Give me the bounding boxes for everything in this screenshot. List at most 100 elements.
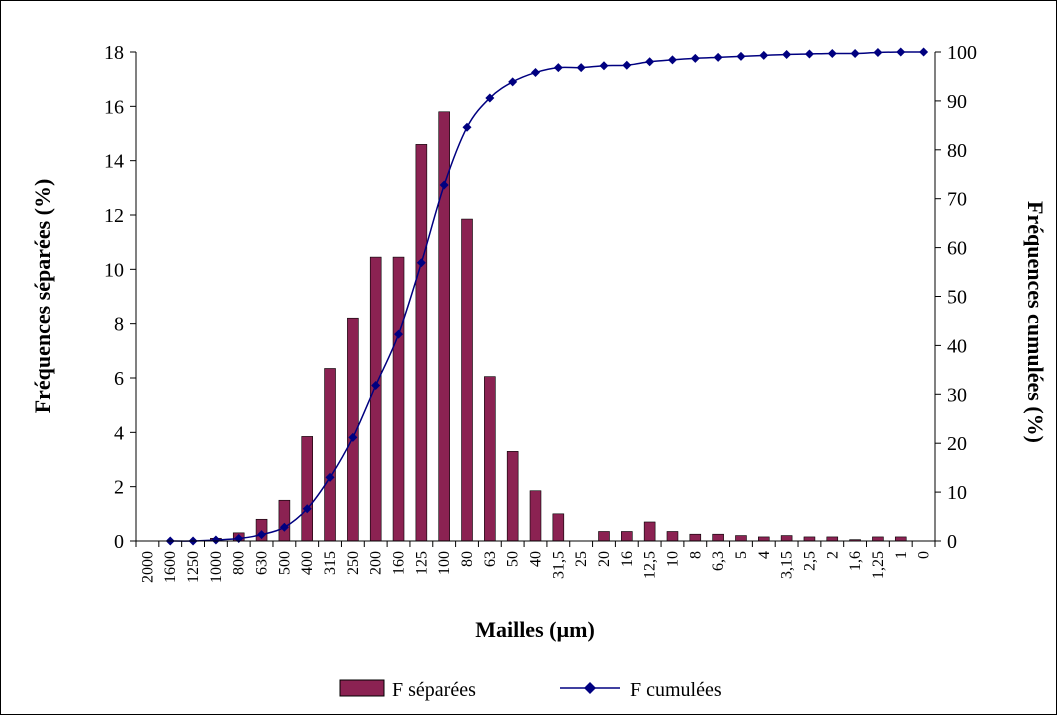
bar-13 xyxy=(438,111,450,542)
y-tick-label-8: 8 xyxy=(114,314,124,336)
bar-10 xyxy=(369,256,382,542)
x-tick-label-30: 2 xyxy=(824,551,841,559)
y2-tick-label-20: 20 xyxy=(947,433,967,455)
y-tick-label-14: 14 xyxy=(104,151,124,173)
bar-20 xyxy=(598,531,610,542)
y2-tick-label-30: 30 xyxy=(947,384,967,406)
cumulative-point-8 xyxy=(348,432,358,442)
cumulative-point-24 xyxy=(713,52,723,62)
y-axis-title: Fréquences séparées (%) xyxy=(30,179,55,414)
x-tick-label-9: 250 xyxy=(345,551,362,575)
cumulative-point-11 xyxy=(416,258,426,268)
bar-17 xyxy=(529,490,542,542)
x-tick-label-15: 63 xyxy=(482,551,499,567)
x-tick-label-14: 80 xyxy=(459,551,476,567)
y2-tick-label-90: 90 xyxy=(947,91,967,113)
bar-6 xyxy=(278,499,291,542)
cumulative-point-12 xyxy=(439,180,449,190)
x-tick-label-16: 50 xyxy=(505,551,522,567)
cumulative-point-28 xyxy=(804,49,814,59)
cumulative-point-26 xyxy=(759,50,769,60)
x-axis-title: Mailles (µm) xyxy=(475,617,595,642)
y2-tick-label-60: 60 xyxy=(947,238,967,260)
cumulative-point-29 xyxy=(827,48,837,58)
x-tick-label-5: 630 xyxy=(254,551,271,575)
x-tick-label-32: 1,25 xyxy=(870,551,887,579)
x-tick-label-1: 1600 xyxy=(162,551,179,583)
x-tick-label-27: 4 xyxy=(756,551,773,559)
bar-29 xyxy=(803,536,816,542)
cumulative-point-2 xyxy=(211,535,221,545)
x-tick-label-28: 3,15 xyxy=(779,551,796,579)
cumulative-point-16 xyxy=(531,68,540,78)
x-tick-label-8: 315 xyxy=(322,551,339,575)
x-tick-label-26: 5 xyxy=(733,551,750,559)
x-tick-label-19: 25 xyxy=(573,551,590,567)
x-tick-label-0: 2000 xyxy=(139,551,156,583)
plot-area: 0246810121416180102030405060708090100200… xyxy=(104,42,977,583)
x-tick-label-3: 1000 xyxy=(208,551,225,583)
cumulative-point-13 xyxy=(462,122,472,132)
x-tick-label-7: 400 xyxy=(299,551,316,575)
x-tick-label-18: 31,5 xyxy=(550,551,567,579)
y-tick-label-16: 16 xyxy=(104,96,124,118)
legend-bar-swatch xyxy=(339,679,385,697)
cumulative-point-6 xyxy=(302,504,312,514)
bar-25 xyxy=(712,533,724,542)
y-tick-label-4: 4 xyxy=(114,422,124,444)
bar-23 xyxy=(666,531,679,542)
y2-tick-label-0: 0 xyxy=(947,531,957,553)
cumulative-point-15 xyxy=(508,77,518,87)
bar-18 xyxy=(552,513,565,542)
x-tick-label-33: 1 xyxy=(893,551,910,559)
bar-26 xyxy=(735,535,747,542)
cumulative-point-22 xyxy=(667,55,677,65)
cumulative-line xyxy=(170,51,924,542)
x-tick-label-2: 1250 xyxy=(185,551,202,583)
cumulative-point-27 xyxy=(782,49,792,59)
cumulative-point-9 xyxy=(371,380,381,390)
bar-33 xyxy=(894,536,907,542)
cumulative-point-30 xyxy=(850,48,860,58)
y2-tick-label-50: 50 xyxy=(947,287,967,309)
y2-tick-label-100: 100 xyxy=(947,42,977,64)
bar-11 xyxy=(392,256,405,542)
cumulative-point-21 xyxy=(645,57,655,67)
legend: F séparées F cumulées xyxy=(339,679,722,701)
y-tick-label-2: 2 xyxy=(114,477,124,499)
y-tick-label-18: 18 xyxy=(104,42,124,64)
cumulative-point-31 xyxy=(873,47,883,57)
x-tick-label-11: 160 xyxy=(391,551,408,575)
cumulative-point-32 xyxy=(896,47,906,57)
cumulative-point-20 xyxy=(622,60,632,70)
cumulative-point-14 xyxy=(485,93,495,103)
bar-27 xyxy=(758,536,770,542)
x-tick-label-24: 8 xyxy=(687,551,704,559)
x-tick-label-6: 500 xyxy=(276,551,293,575)
cumulative-point-33 xyxy=(919,47,929,57)
cumulative-point-4 xyxy=(257,530,267,540)
x-tick-label-34: 0 xyxy=(916,551,933,559)
bar-21 xyxy=(621,531,633,542)
x-tick-label-23: 10 xyxy=(664,551,681,567)
bar-12 xyxy=(415,144,428,542)
y2-tick-label-10: 10 xyxy=(947,482,967,504)
x-tick-label-22: 12,5 xyxy=(642,551,659,579)
cumulative-point-19 xyxy=(599,61,609,71)
x-tick-label-10: 200 xyxy=(368,551,385,575)
x-tick-label-13: 100 xyxy=(436,551,453,575)
bar-7 xyxy=(301,436,313,542)
y-tick-label-12: 12 xyxy=(104,205,124,227)
legend-diamond-marker xyxy=(584,682,596,694)
cumulative-point-5 xyxy=(279,522,289,532)
x-tick-label-17: 40 xyxy=(528,551,545,567)
y2-tick-label-70: 70 xyxy=(947,189,967,211)
x-tick-label-29: 2,5 xyxy=(801,551,818,571)
cumulative-point-7 xyxy=(325,472,335,482)
bar-24 xyxy=(689,533,702,542)
bar-22 xyxy=(643,521,656,542)
y2-axis-title: Fréquences cumulées (%) xyxy=(1023,201,1048,443)
cumulative-point-25 xyxy=(736,51,746,61)
